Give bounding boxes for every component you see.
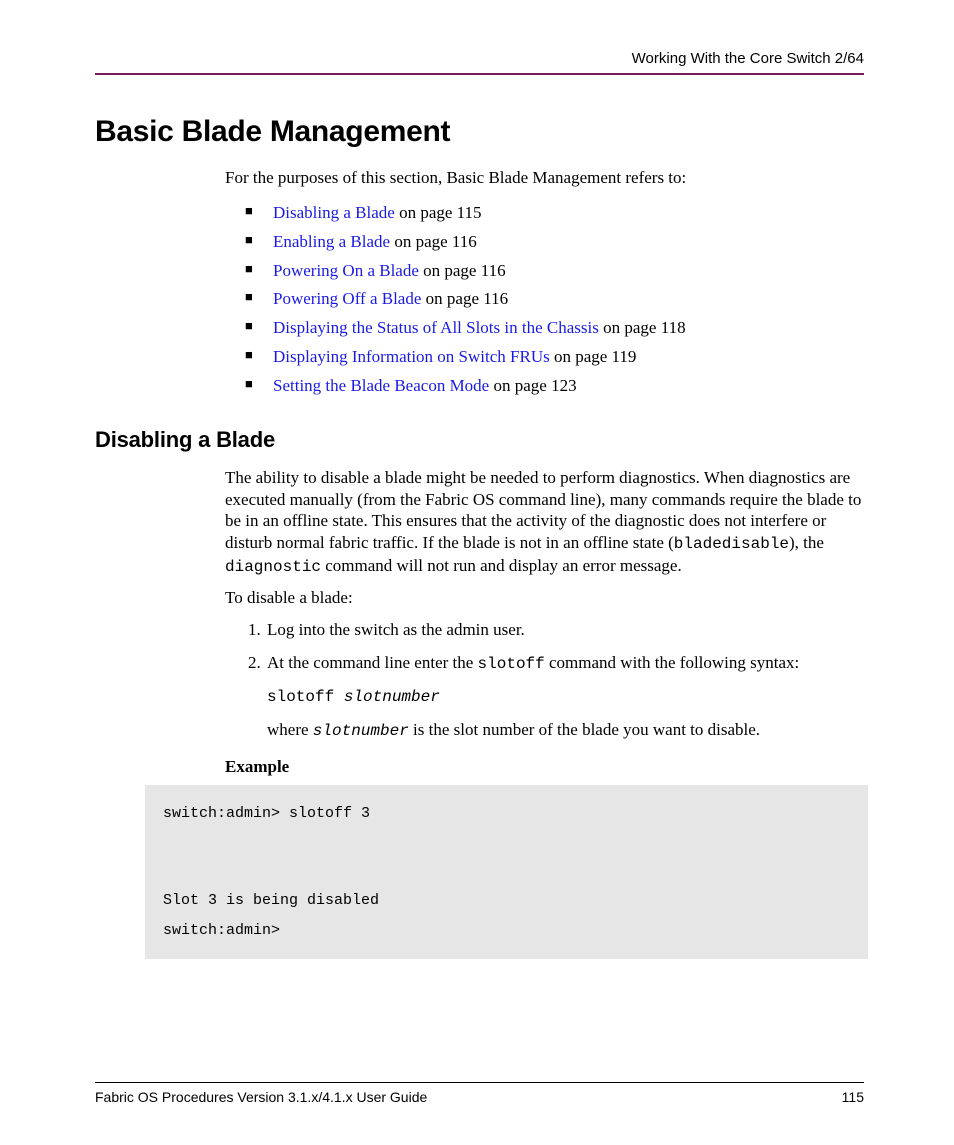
step-item: Log into the switch as the admin user. — [265, 619, 864, 642]
subsection-title: Disabling a Blade — [95, 427, 864, 453]
section-title: Basic Blade Management — [95, 115, 864, 149]
topic-link[interactable]: Powering Off a Blade — [273, 289, 421, 308]
para-text: command will not run and display an erro… — [321, 556, 682, 575]
footer-row: Fabric OS Procedures Version 3.1.x/4.1.x… — [95, 1089, 864, 1105]
topic-link[interactable]: Powering On a Blade — [273, 261, 419, 280]
where-text: is the slot number of the blade you want… — [409, 720, 760, 739]
topic-link[interactable]: Disabling a Blade — [273, 203, 395, 222]
topic-suffix: on page 118 — [599, 318, 686, 337]
list-item: Enabling a Blade on page 116 — [245, 228, 864, 257]
topic-link[interactable]: Enabling a Blade — [273, 232, 390, 251]
document-page: Working With the Core Switch 2/64 Basic … — [0, 0, 954, 1145]
step-item: At the command line enter the slotoff co… — [265, 652, 864, 743]
footer-left: Fabric OS Procedures Version 3.1.x/4.1.x… — [95, 1089, 427, 1105]
where-text: where — [267, 720, 313, 739]
topic-link[interactable]: Displaying Information on Switch FRUs — [273, 347, 550, 366]
example-label: Example — [225, 757, 864, 777]
example-code-block: switch:admin> slotoff 3 Slot 3 is being … — [145, 785, 868, 959]
topic-link[interactable]: Setting the Blade Beacon Mode — [273, 376, 489, 395]
syntax-command: slotoff — [267, 688, 344, 706]
topic-suffix: on page 116 — [419, 261, 506, 280]
topic-suffix: on page 123 — [489, 376, 576, 395]
inline-code: slotoff — [478, 655, 545, 673]
list-item: Disabling a Blade on page 115 — [245, 199, 864, 228]
header-rule — [95, 73, 864, 75]
inline-code: bladedisable — [674, 535, 789, 553]
footer-rule — [95, 1082, 864, 1083]
running-header: Working With the Core Switch 2/64 — [95, 50, 864, 73]
topic-suffix: on page 116 — [421, 289, 508, 308]
syntax-explain: where slotnumber is the slot number of t… — [267, 719, 864, 743]
list-item: Setting the Blade Beacon Mode on page 12… — [245, 372, 864, 401]
step-text: command with the following syntax: — [545, 653, 800, 672]
para-text: ), the — [789, 533, 824, 552]
procedure-steps: Log into the switch as the admin user. A… — [225, 619, 864, 743]
topic-link[interactable]: Displaying the Status of All Slots in th… — [273, 318, 599, 337]
topic-suffix: on page 119 — [550, 347, 637, 366]
step-text: Log into the switch as the admin user. — [267, 620, 525, 639]
syntax-line: slotoff slotnumber — [267, 685, 864, 709]
list-item: Powering Off a Blade on page 116 — [245, 285, 864, 314]
intro-paragraph: For the purposes of this section, Basic … — [225, 167, 864, 189]
step-text: At the command line enter the — [267, 653, 478, 672]
list-item: Powering On a Blade on page 116 — [245, 257, 864, 286]
topic-list: Disabling a Blade on page 115 Enabling a… — [245, 199, 864, 401]
syntax-argument: slotnumber — [344, 688, 440, 706]
list-item: Displaying Information on Switch FRUs on… — [245, 343, 864, 372]
list-item: Displaying the Status of All Slots in th… — [245, 314, 864, 343]
page-number: 115 — [842, 1089, 864, 1105]
disabling-paragraph: The ability to disable a blade might be … — [225, 467, 864, 577]
subsection-body: The ability to disable a blade might be … — [225, 467, 864, 959]
page-footer: Fabric OS Procedures Version 3.1.x/4.1.x… — [95, 1082, 864, 1105]
where-arg: slotnumber — [313, 722, 409, 740]
topic-suffix: on page 116 — [390, 232, 477, 251]
procedure-lead: To disable a blade: — [225, 587, 864, 609]
section-body: For the purposes of this section, Basic … — [225, 167, 864, 401]
inline-code: diagnostic — [225, 558, 321, 576]
topic-suffix: on page 115 — [395, 203, 482, 222]
